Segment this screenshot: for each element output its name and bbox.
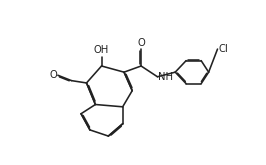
Text: NH: NH	[158, 72, 173, 82]
Text: Cl: Cl	[218, 44, 228, 54]
Text: O: O	[137, 38, 145, 48]
Text: O: O	[49, 70, 57, 80]
Text: OH: OH	[94, 45, 109, 55]
